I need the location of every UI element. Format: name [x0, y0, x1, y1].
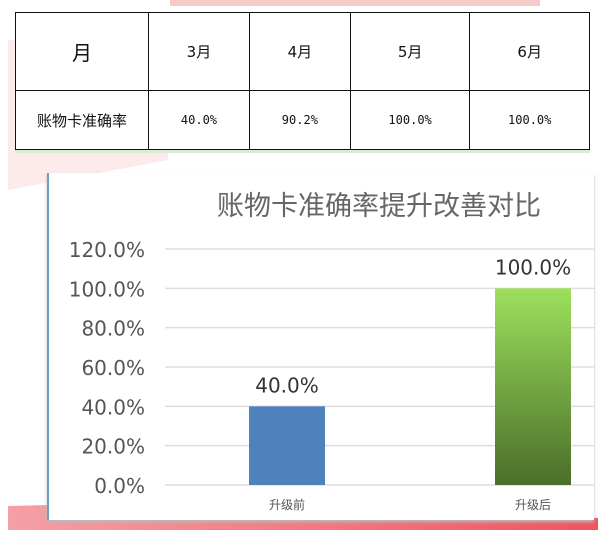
table-cell: 月	[15, 11, 149, 92]
bar	[249, 406, 325, 485]
accuracy-table: 月 3月 4月 5月 6月 账物卡准确率 40.0% 90.2% 100.0% …	[15, 11, 590, 150]
table-header-row: 月 3月 4月 5月 6月	[15, 11, 590, 92]
table-cell: 100.0%	[349, 90, 471, 150]
table-row: 账物卡准确率 40.0% 90.2% 100.0% 100.0%	[15, 90, 590, 150]
table-cell: 5月	[349, 11, 471, 92]
table-cell: 90.2%	[248, 90, 351, 150]
decorative-stripe	[170, 0, 540, 6]
table-cell: 账物卡准确率	[15, 90, 149, 150]
data-label: 100.0%	[495, 255, 571, 279]
table-cell: 6月	[469, 11, 590, 92]
y-tick-label: 100.0%	[69, 277, 145, 301]
chart-svg: 账物卡准确率提升改善对比 0.0% 20.0% 40.0% 60.0% 80.0% 100…	[69, 191, 594, 512]
table-cell: 3月	[148, 11, 250, 92]
data-label: 40.0%	[255, 373, 319, 397]
table-cell: 4月	[248, 11, 351, 92]
bar	[495, 288, 571, 485]
table-cell: 40.0%	[148, 90, 250, 150]
chart-title: 账物卡准确率提升改善对比	[217, 191, 541, 222]
x-tick-label: 升级后	[515, 498, 551, 512]
y-tick-label: 80.0%	[81, 317, 145, 341]
y-tick-label: 60.0%	[81, 356, 145, 380]
bar-chart: 账物卡准确率提升改善对比 0.0% 20.0% 40.0% 60.0% 80.0% 100…	[47, 173, 594, 520]
y-tick-label: 120.0%	[69, 238, 145, 262]
y-tick-label: 0.0%	[94, 474, 145, 498]
table-cell: 100.0%	[469, 90, 590, 150]
x-tick-label: 升级前	[269, 497, 305, 512]
y-tick-label: 20.0%	[81, 435, 145, 459]
y-tick-label: 40.0%	[81, 395, 145, 419]
